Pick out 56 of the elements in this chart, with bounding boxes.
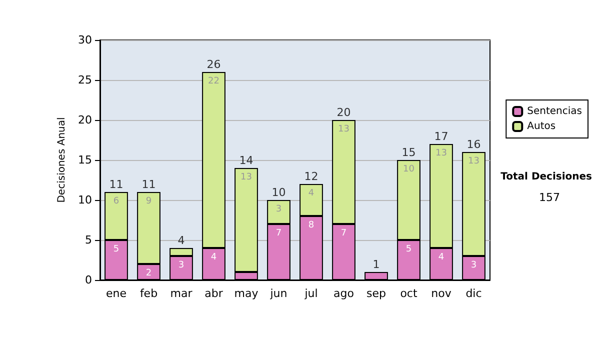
data-label: 4 (438, 252, 444, 262)
data-label: 10 (403, 164, 415, 174)
data-label: 13 (240, 172, 252, 182)
data-label: 7 (340, 228, 347, 238)
total-label: 15 (402, 146, 416, 159)
data-label: 5 (113, 244, 120, 254)
total-label: 10 (272, 186, 286, 199)
x-tick-label: feb (140, 287, 158, 300)
y-tick-label: 30 (78, 34, 92, 46)
data-label: 6 (113, 196, 120, 206)
data-label: 3 (178, 260, 184, 270)
y-tick-label: 15 (78, 154, 92, 166)
data-label: 4 (308, 188, 314, 198)
text: 157 (539, 191, 560, 204)
data-label: 3 (276, 204, 282, 214)
y-tick-label: 25 (78, 74, 92, 86)
y-axis-title: Decisiones Anual (56, 117, 68, 203)
x-tick-label: may (234, 287, 259, 300)
data-label: 7 (276, 228, 282, 238)
y-tick-label: 20 (78, 114, 92, 126)
x-tick-label: jun (269, 287, 288, 300)
data-label: 2 (146, 268, 152, 278)
data-label: 22 (208, 76, 220, 86)
total-label: 26 (206, 58, 221, 71)
x-tick-label: abr (204, 287, 224, 300)
data-label: 13 (436, 148, 447, 158)
x-tick-label: ene (106, 287, 127, 300)
total-label: 1 (372, 258, 380, 271)
x-tick-label: jul (304, 287, 318, 300)
x-tick-label: dic (466, 287, 482, 300)
total-label: 12 (304, 170, 318, 183)
text: Total Decisiones (500, 172, 592, 182)
total-label: 14 (239, 154, 254, 167)
data-label: 13 (468, 156, 480, 166)
total-label: 4 (178, 234, 185, 247)
x-tick-label: ago (334, 287, 354, 300)
data-label: 4 (210, 252, 217, 262)
data-label: 9 (146, 196, 152, 206)
total-label: 16 (466, 138, 481, 151)
y-tick-label: 5 (85, 234, 92, 246)
legend-label: Sentencias (527, 106, 582, 117)
total-label: 11 (142, 178, 156, 191)
total-label: 11 (109, 178, 124, 191)
total-label: 20 (336, 106, 351, 119)
y-tick-label: 10 (78, 194, 92, 206)
data-label: 8 (308, 220, 314, 230)
data-label: 5 (406, 244, 412, 254)
data-label: 13 (338, 124, 350, 134)
y-tick-label: 0 (85, 274, 92, 286)
x-tick-label: oct (400, 287, 418, 300)
legend-label: Autos (527, 121, 556, 132)
x-tick-label: nov (431, 287, 452, 300)
data-label: 3 (470, 260, 477, 270)
x-tick-label: sep (366, 287, 386, 300)
total-label: 17 (434, 130, 448, 143)
x-tick-label: mar (170, 287, 193, 300)
